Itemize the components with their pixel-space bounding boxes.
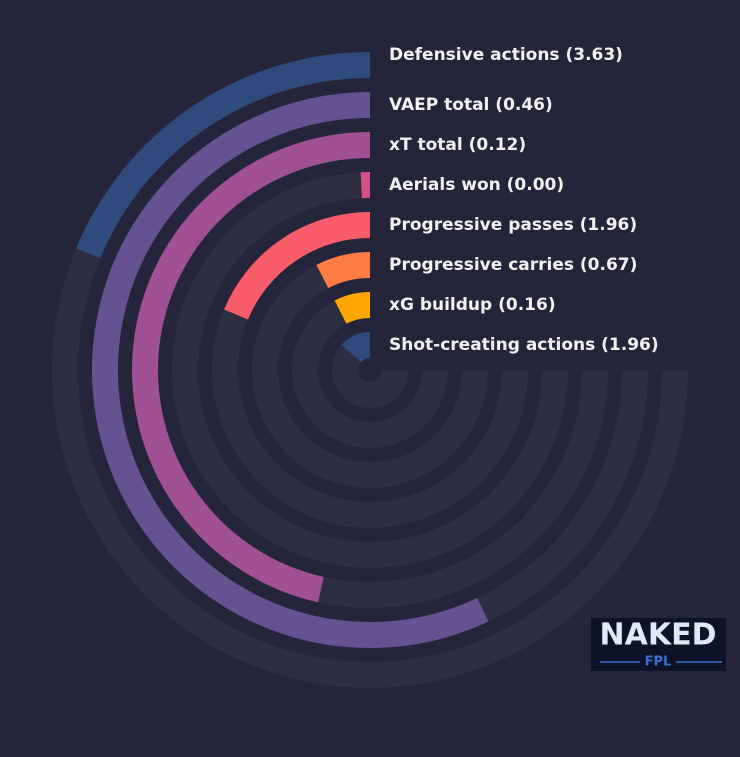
bar-label: xT total (0.12) bbox=[389, 135, 526, 155]
bar bbox=[334, 292, 371, 324]
track bbox=[172, 172, 568, 568]
logo: NAKED FPL bbox=[591, 618, 726, 671]
bar bbox=[341, 332, 371, 363]
bar-label: Defensive actions (3.63) bbox=[389, 45, 623, 65]
bar bbox=[132, 132, 371, 603]
logo-subtitle: FPL bbox=[645, 655, 672, 670]
track bbox=[292, 292, 448, 448]
bar-label: xG buildup (0.16) bbox=[389, 295, 556, 315]
bar-label: Progressive carries (0.67) bbox=[389, 255, 637, 275]
bar bbox=[76, 52, 371, 259]
bar bbox=[224, 212, 371, 320]
bar-label: Shot-creating actions (1.96) bbox=[389, 335, 659, 355]
track bbox=[252, 252, 488, 488]
bar bbox=[92, 92, 489, 648]
bar bbox=[316, 252, 371, 289]
logo-title: NAKED bbox=[600, 618, 717, 653]
bar-label: Aerials won (0.00) bbox=[389, 175, 564, 195]
bar-label: VAEP total (0.46) bbox=[389, 95, 553, 115]
bar-label: Progressive passes (1.96) bbox=[389, 215, 637, 235]
